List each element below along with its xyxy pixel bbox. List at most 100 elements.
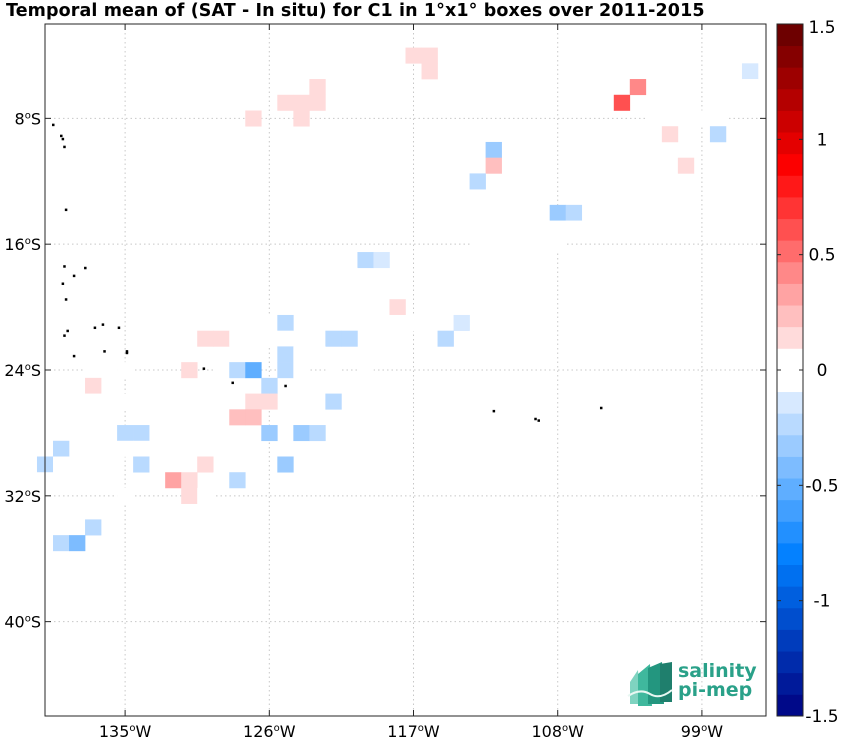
colorbar-swatch	[777, 197, 803, 220]
island-marker	[64, 208, 68, 212]
heatmap-cell	[213, 472, 230, 489]
heatmap-cell	[53, 503, 70, 520]
heatmap-cell	[213, 393, 230, 410]
hemisphere-letter: S	[31, 109, 41, 128]
heatmap-cell	[629, 79, 647, 96]
heatmap-cell	[309, 346, 326, 363]
heatmap-cell	[293, 425, 310, 442]
colorbar-swatch	[777, 132, 803, 155]
heatmap-cell	[613, 94, 631, 111]
colorbar-swatch	[777, 521, 803, 544]
heatmap-cell	[469, 330, 486, 347]
hemisphere-letter: S	[31, 613, 41, 632]
heatmap-cell	[725, 94, 743, 111]
heatmap-cell	[661, 110, 679, 127]
heatmap-cell	[293, 362, 310, 379]
colorbar-swatch	[777, 586, 803, 609]
heatmap-cell	[437, 299, 454, 316]
heatmap-cells	[36, 47, 759, 552]
heatmap-cell	[181, 362, 198, 379]
colorbar-swatch	[777, 175, 803, 198]
heatmap-cell	[485, 220, 502, 237]
heatmap-cell	[645, 110, 663, 127]
colorbar-swatch	[777, 88, 803, 111]
lon-tick-label: 117oW	[387, 722, 440, 740]
logo-text-salinity: salinity	[678, 660, 757, 682]
heatmap-cell	[341, 283, 358, 300]
map-title: Temporal mean of (SAT - In situ) for C1 …	[6, 1, 705, 21]
island-marker	[63, 334, 66, 337]
colorbar-tick-label: 1.5	[808, 18, 835, 38]
grid-lines	[45, 24, 766, 716]
heatmap-cell	[53, 535, 70, 552]
heatmap-cell	[373, 252, 390, 269]
heatmap-cell	[261, 330, 278, 347]
heatmap-cell	[117, 425, 134, 442]
lat-tick-label: 16oS	[4, 235, 41, 254]
colorbar-swatch	[777, 434, 803, 457]
heatmap-cell	[453, 204, 470, 221]
heatmap-cell	[293, 110, 310, 127]
heatmap-cell	[213, 377, 230, 394]
island-marker	[284, 384, 287, 388]
heatmap-cell	[341, 330, 358, 347]
colorbar-swatch	[777, 370, 803, 393]
colorbar-swatch	[777, 283, 803, 306]
heatmap-cell	[277, 330, 294, 347]
colorbar-swatch	[777, 261, 803, 284]
heatmap-cell	[437, 267, 454, 284]
island-marker	[202, 367, 206, 370]
island-marker	[231, 381, 234, 385]
degree-symbol: o	[701, 723, 707, 734]
degree-symbol: o	[25, 236, 31, 247]
hemisphere-letter: W	[424, 722, 440, 740]
heatmap-cell	[629, 189, 647, 206]
heatmap-cell	[101, 456, 118, 473]
heatmap-cell	[229, 472, 246, 489]
heatmap-cell	[469, 283, 486, 300]
island-marker	[63, 145, 66, 149]
axis-ticks: 135oW 126oW 117oW 108oW 99oW 8oS 16oS 24oS 32oS 4…	[4, 24, 766, 740]
colorbar-swatch	[777, 153, 803, 176]
heatmap-cell	[325, 393, 342, 410]
heatmap-cell	[469, 252, 486, 269]
island-marker	[103, 350, 106, 353]
colorbar-swatch	[777, 543, 803, 566]
heatmap-cell	[229, 330, 246, 347]
colorbar-swatch	[777, 391, 803, 414]
degree-symbol: o	[25, 362, 31, 373]
degree-symbol: o	[418, 723, 424, 734]
colorbar-swatch	[777, 478, 803, 501]
island-marker	[72, 354, 76, 358]
island-marker	[93, 326, 97, 330]
island-marker	[599, 406, 603, 410]
heatmap-cell	[373, 346, 390, 363]
heatmap-cell	[565, 204, 583, 221]
heatmap-cell	[165, 346, 182, 363]
island-markers	[52, 123, 603, 422]
heatmap-cell	[245, 314, 262, 331]
heatmap-cell	[453, 299, 470, 316]
heatmap-cell	[501, 252, 518, 269]
island-marker	[63, 265, 66, 268]
heatmap-cell	[293, 94, 310, 111]
heatmap-cell	[421, 63, 438, 80]
colorbar-swatch	[777, 218, 803, 241]
lon-tick-label: 108oW	[531, 722, 584, 740]
lat-tick-label: 32oS	[4, 487, 41, 506]
heatmap-cell	[117, 393, 134, 410]
lon-tick-label: 99oW	[681, 722, 723, 740]
heatmap-cell	[357, 252, 374, 269]
heatmap-cell	[469, 267, 486, 284]
heatmap-cell	[741, 63, 759, 80]
heatmap-cell	[85, 519, 102, 536]
heatmap-cell	[533, 220, 550, 237]
colorbar-swatch	[777, 456, 803, 479]
heatmap-cell	[261, 377, 278, 394]
island-marker	[84, 266, 87, 270]
colorbar-swatch	[777, 45, 803, 68]
heatmap-cell	[453, 314, 470, 331]
heatmap-cell	[373, 330, 390, 347]
heatmap-cell	[101, 393, 118, 410]
colorbar-swatch	[777, 326, 803, 349]
